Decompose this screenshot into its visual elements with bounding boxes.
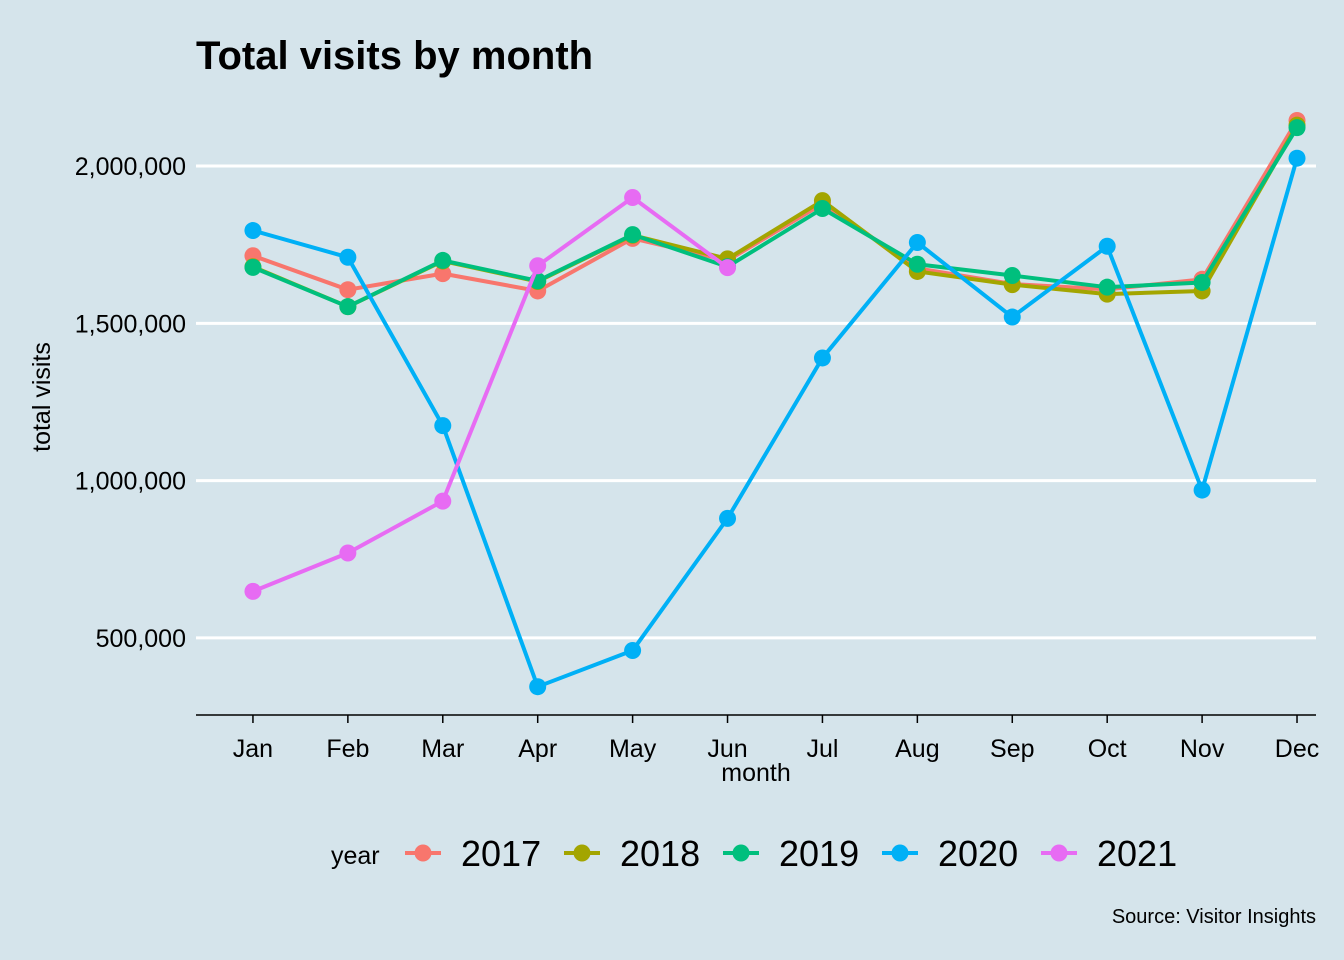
legend-swatch — [414, 844, 432, 862]
y-tick-label: 2,000,000 — [75, 153, 186, 181]
x-tick-label: Jun — [707, 735, 747, 763]
data-point-2020 — [434, 417, 452, 435]
legend-item-2021: 2021 — [1041, 833, 1177, 874]
series-2019 — [244, 119, 1306, 316]
series-layer — [244, 111, 1306, 696]
x-axis-title: month — [721, 759, 790, 787]
data-point-2019 — [624, 226, 642, 244]
data-point-2021 — [529, 257, 547, 275]
data-point-2017 — [434, 265, 452, 283]
legend-label: 2017 — [461, 833, 541, 874]
x-axis: Jan Feb Mar Apr May Jun Jul Aug Sep Oct Nov Dec — [233, 715, 1319, 763]
legend-item-2020: 2020 — [882, 833, 1018, 874]
series-2021 — [244, 189, 737, 600]
legend-label: 2020 — [938, 833, 1018, 874]
data-point-2020 — [1098, 237, 1116, 255]
data-point-2020 — [1193, 481, 1211, 499]
y-tick-label: 1,500,000 — [75, 310, 186, 338]
legend-title: year — [331, 842, 380, 870]
legend-swatch — [573, 844, 591, 862]
legend-swatch — [1050, 844, 1068, 862]
x-tick-label: Apr — [518, 735, 557, 763]
data-point-2019 — [1193, 273, 1211, 291]
y-tick-label: 500,000 — [96, 625, 186, 653]
data-point-2020 — [813, 349, 831, 367]
data-point-2020 — [529, 678, 547, 696]
data-point-2019 — [1288, 119, 1306, 137]
data-point-2020 — [339, 248, 357, 266]
data-point-2020 — [624, 642, 642, 660]
x-tick-label: Oct — [1088, 735, 1127, 763]
data-point-2021 — [244, 582, 262, 600]
series-line-2020 — [252, 157, 1299, 689]
x-tick-label: Jan — [233, 735, 273, 763]
data-point-2021 — [624, 189, 642, 207]
x-tick-label: Mar — [421, 735, 464, 763]
data-point-2019 — [339, 298, 357, 316]
data-point-2019 — [1098, 278, 1116, 296]
data-point-2020 — [244, 222, 262, 240]
legend-item-2018: 2018 — [564, 833, 700, 874]
legend: year 2017 2018 2019 2020 2021 — [331, 833, 1177, 874]
data-point-2019 — [813, 200, 831, 218]
data-point-2020 — [719, 509, 737, 527]
series-2020 — [244, 149, 1306, 696]
data-point-2020 — [1003, 308, 1021, 326]
x-tick-label: Jul — [806, 735, 838, 763]
x-tick-label: Aug — [895, 735, 939, 763]
x-tick-label: Feb — [326, 735, 369, 763]
series-2017 — [244, 111, 1306, 300]
chart-title: Total visits by month — [196, 34, 593, 78]
data-point-2021 — [719, 259, 737, 277]
data-point-2019 — [244, 258, 262, 276]
x-tick-label: Dec — [1275, 735, 1319, 763]
legend-swatch — [732, 844, 750, 862]
data-point-2019 — [1003, 267, 1021, 285]
data-point-2021 — [339, 544, 357, 562]
legend-item-2019: 2019 — [723, 833, 859, 874]
y-axis-title: total visits — [28, 342, 56, 452]
y-tick-label: 1,000,000 — [75, 468, 186, 496]
x-tick-label: Sep — [990, 735, 1034, 763]
x-tick-label: Nov — [1180, 735, 1225, 763]
data-point-2021 — [434, 492, 452, 510]
legend-label: 2021 — [1097, 833, 1177, 874]
gridlines — [196, 164, 1316, 640]
caption: Source: Visitor Insights — [1112, 906, 1316, 928]
legend-label: 2019 — [779, 833, 859, 874]
legend-swatch — [891, 844, 909, 862]
data-point-2019 — [908, 255, 926, 273]
legend-label: 2018 — [620, 833, 700, 874]
data-point-2017 — [339, 281, 357, 299]
legend-item-2017: 2017 — [405, 833, 541, 874]
y-axis: 500,000 1,000,000 1,500,000 2,000,000 — [75, 153, 186, 653]
series-line-2017 — [252, 119, 1299, 293]
series-line-2021 — [252, 195, 729, 594]
x-tick-label: May — [609, 735, 657, 763]
data-point-2019 — [434, 251, 452, 269]
data-point-2020 — [1288, 149, 1306, 167]
data-point-2020 — [908, 234, 926, 252]
